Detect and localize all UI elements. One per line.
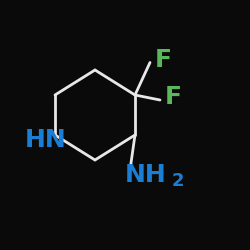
Text: F: F: [165, 86, 182, 110]
Text: NH: NH: [125, 163, 167, 187]
Text: HN: HN: [25, 128, 67, 152]
Text: F: F: [155, 48, 172, 72]
Text: 2: 2: [171, 172, 184, 190]
